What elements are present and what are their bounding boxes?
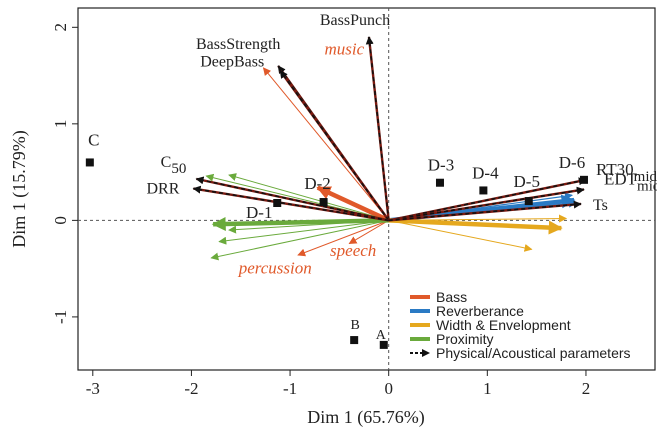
parameter-label: Ts bbox=[593, 197, 608, 214]
individual-label: B bbox=[350, 318, 359, 333]
individual-label: D-4 bbox=[472, 163, 499, 182]
parameter-arrow bbox=[195, 176, 389, 222]
arrow-proximity bbox=[228, 219, 389, 234]
individual-label: D-3 bbox=[428, 156, 454, 175]
x-tick-label: -2 bbox=[184, 379, 198, 398]
parameter-arrow-base bbox=[388, 202, 582, 222]
y-tick-label: 2 bbox=[51, 23, 70, 32]
legend-label: Physical/Acoustical parameters bbox=[436, 345, 631, 361]
legend-label: Reverberance bbox=[436, 303, 524, 319]
parameter-label: DRR bbox=[146, 181, 179, 198]
plot-frame bbox=[77, 7, 656, 371]
arrow-proximity bbox=[228, 173, 389, 221]
individual-point bbox=[435, 178, 444, 187]
arrow-proximity bbox=[211, 216, 389, 231]
parameter-arrow bbox=[279, 70, 390, 221]
variable-labels: C D-1 D-2 D-3 D-4 D-5 D-6 B A BassPunch BassStreng… bbox=[88, 12, 657, 343]
individual-point bbox=[85, 158, 94, 167]
parameter-arrow bbox=[388, 177, 587, 222]
variable-arrows bbox=[192, 36, 587, 261]
x-tick-label: -1 bbox=[283, 379, 297, 398]
parameter-label: C50 bbox=[161, 154, 187, 177]
arrow-width-envelopment bbox=[388, 214, 568, 223]
individual-label: D-6 bbox=[559, 153, 585, 172]
x-tick-label: 0 bbox=[384, 379, 393, 398]
axis-ticks: -3 -2 -1 0 1 2 -1 0 1 2 bbox=[51, 23, 590, 398]
individual-points bbox=[85, 158, 588, 349]
parameter-label: DeepBass bbox=[200, 54, 264, 71]
parameter-label: EDTmid bbox=[604, 169, 657, 194]
legend-swatch-head bbox=[422, 349, 430, 357]
arrow-bass bbox=[297, 219, 389, 257]
y-tick-label: 1 bbox=[51, 120, 70, 129]
x-tick-label: 1 bbox=[483, 379, 492, 398]
individual-label: D-1 bbox=[246, 203, 272, 222]
individual-point bbox=[273, 198, 282, 207]
arrow-bass bbox=[348, 219, 389, 244]
individual-point bbox=[319, 198, 328, 207]
individual-point bbox=[524, 197, 533, 206]
individual-label: D-5 bbox=[514, 172, 540, 191]
x-tick-label: -3 bbox=[86, 379, 100, 398]
individual-point bbox=[479, 186, 488, 195]
parameter-arrow bbox=[192, 185, 389, 222]
legend-label: Width & Envelopment bbox=[436, 317, 571, 333]
attribute-label: percussion bbox=[238, 258, 312, 277]
arrow-bass bbox=[262, 67, 390, 221]
attribute-label: music bbox=[324, 39, 364, 58]
parameter-arrow bbox=[365, 36, 390, 221]
individual-label: C bbox=[88, 130, 99, 149]
arrow-proximity bbox=[210, 219, 389, 261]
arrow-bass bbox=[316, 185, 390, 223]
y-axis-title: Dim 1 (15.79%) bbox=[9, 130, 30, 247]
y-tick-label: 0 bbox=[51, 216, 70, 225]
x-tick-label: 2 bbox=[582, 379, 591, 398]
individual-point bbox=[579, 175, 588, 184]
legend-label: Proximity bbox=[436, 331, 494, 347]
legend-label: Bass bbox=[436, 289, 467, 305]
x-axis-title: Dim 1 (65.76%) bbox=[307, 407, 424, 428]
y-tick-label: -1 bbox=[51, 310, 70, 324]
parameter-arrow bbox=[388, 186, 585, 222]
individual-point bbox=[379, 340, 388, 349]
parameter-label: BassStrength bbox=[196, 36, 280, 53]
arrow-width-envelopment bbox=[388, 219, 533, 252]
individual-label: D-2 bbox=[304, 174, 330, 193]
parameter-label: RT30mid bbox=[596, 160, 657, 185]
individual-point bbox=[350, 336, 359, 345]
parameter-label: BassPunch bbox=[320, 12, 390, 29]
attribute-label: speech bbox=[330, 241, 376, 260]
arrow-proximity bbox=[218, 219, 389, 245]
individual-label: A bbox=[376, 328, 387, 343]
arrow-width-envelopment bbox=[388, 218, 563, 235]
